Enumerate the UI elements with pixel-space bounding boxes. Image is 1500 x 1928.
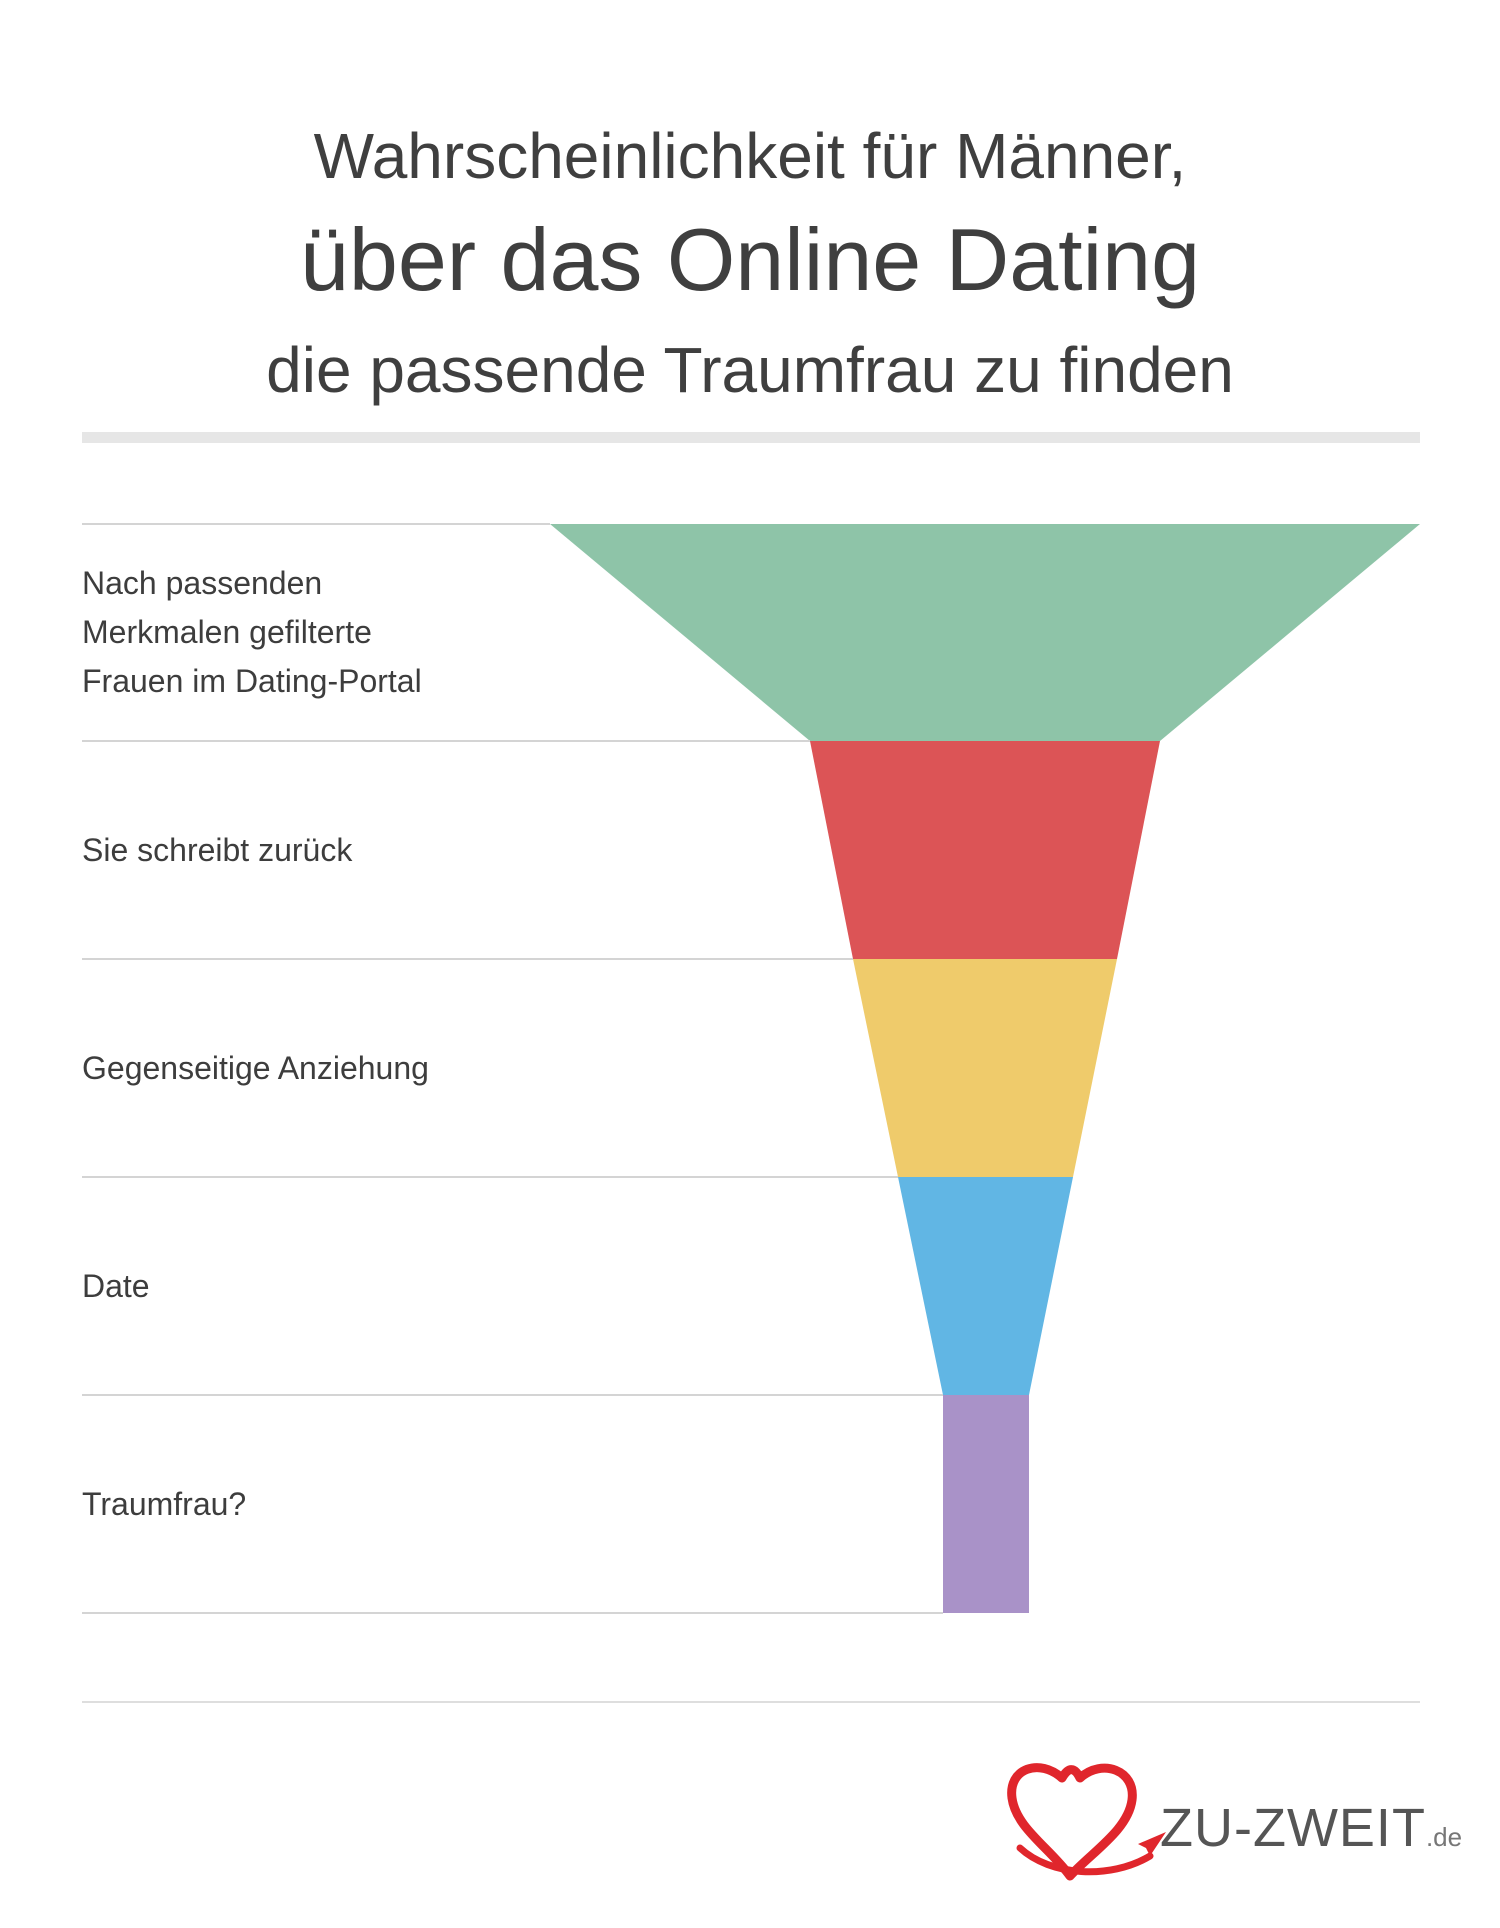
stage-label: Date bbox=[82, 1262, 522, 1311]
stage-label: Traumfrau? bbox=[82, 1480, 522, 1529]
stage-label: Nach passenden Merkmalen gefilterte Frau… bbox=[82, 559, 522, 706]
funnel-segment-3 bbox=[853, 959, 1117, 1177]
stage-label: Gegenseitige Anziehung bbox=[82, 1044, 522, 1093]
stage-label: Sie schreibt zurück bbox=[82, 826, 522, 875]
funnel-segment-2 bbox=[810, 741, 1160, 959]
funnel-segment-1 bbox=[550, 524, 1420, 741]
logo-wordmark: ZU-ZWEIT.de bbox=[1160, 1798, 1462, 1867]
funnel-segment-5 bbox=[943, 1395, 1029, 1613]
logo-name: ZU-ZWEIT bbox=[1160, 1798, 1426, 1858]
bottom-divider bbox=[82, 1701, 1420, 1703]
logo-tld: .de bbox=[1426, 1822, 1462, 1852]
zu-zweit-logo: ZU-ZWEIT.de bbox=[1000, 1748, 1420, 1888]
heart-logo-icon bbox=[1000, 1748, 1170, 1888]
funnel-segment-4 bbox=[898, 1177, 1073, 1395]
